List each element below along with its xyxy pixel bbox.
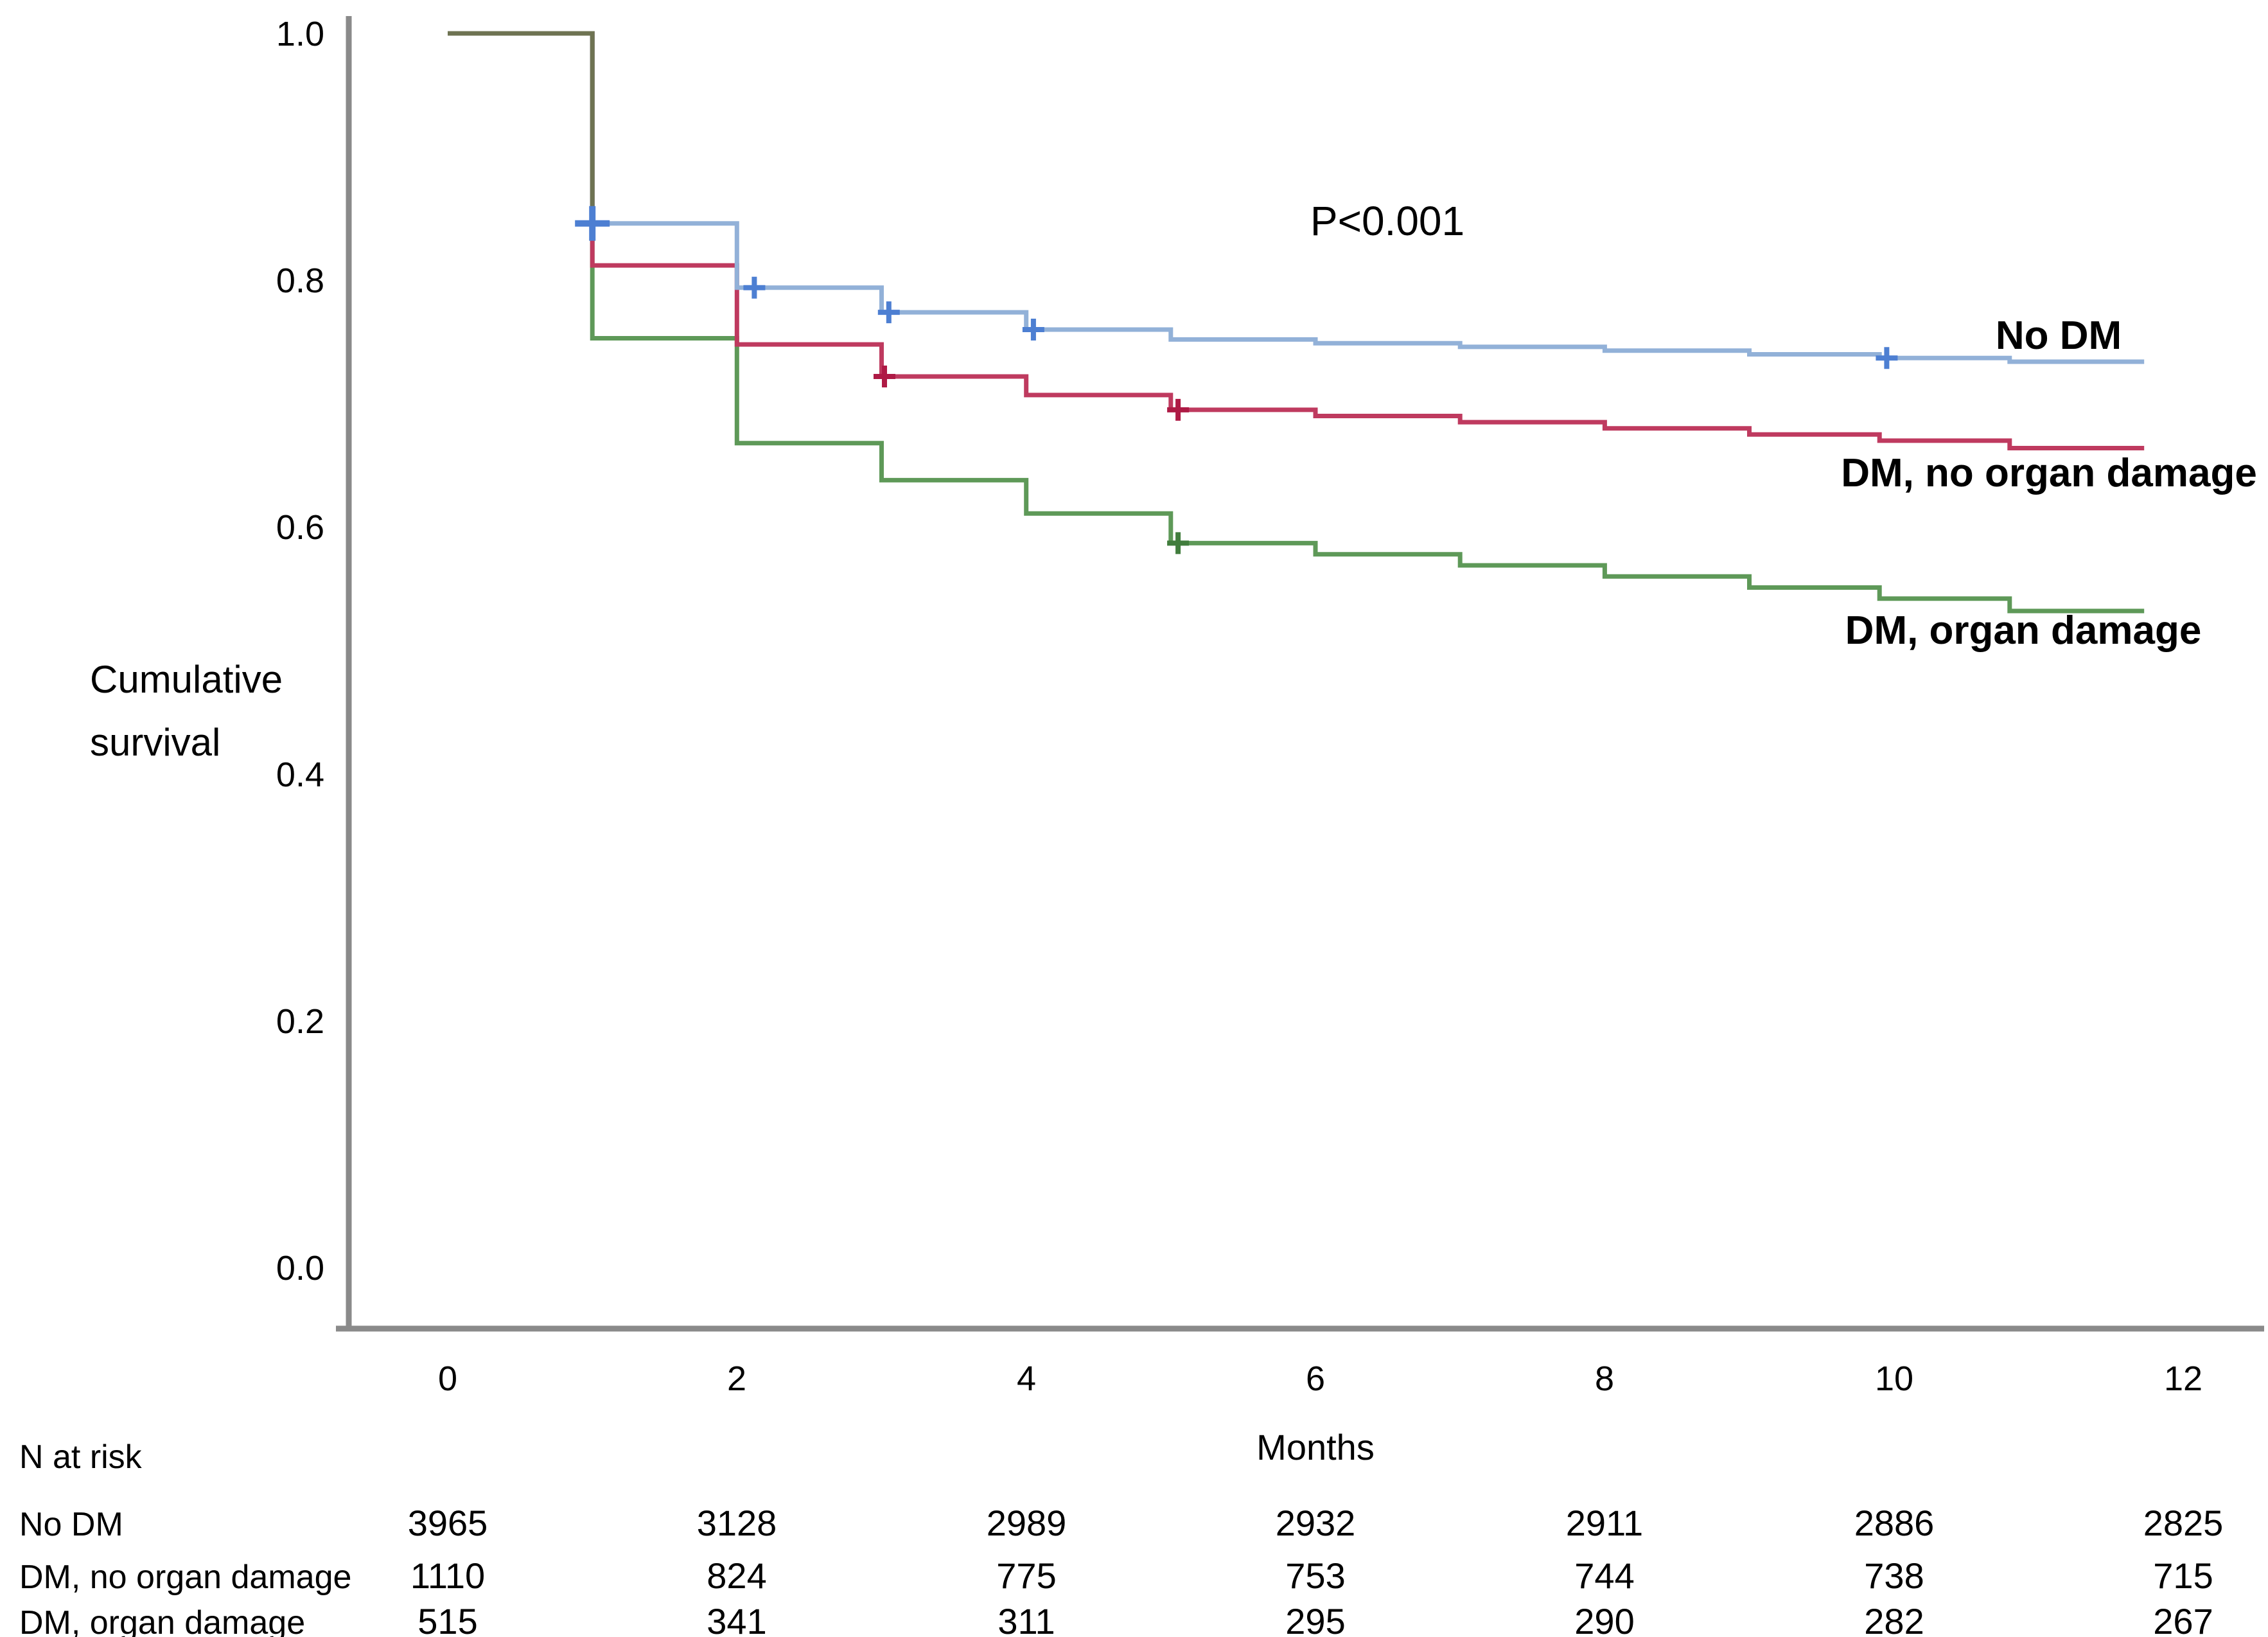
risk-table-value: 341: [707, 1601, 766, 1637]
risk-table-value: 267: [2153, 1601, 2213, 1637]
risk-table-value: 738: [1864, 1555, 1924, 1596]
x-tick-label: 12: [2164, 1359, 2202, 1398]
x-tick-label: 10: [1875, 1359, 1913, 1398]
risk-table-value: 2932: [1276, 1503, 1356, 1543]
censor-mark: [575, 206, 610, 241]
curve-label-no-dm: No DM: [1996, 314, 2122, 358]
censor-mark: [743, 276, 766, 299]
y-tick-label: 0.4: [276, 756, 324, 794]
curve-label-dm-organ-damage: DM, organ damage: [1845, 608, 2202, 653]
y-axis-title: Cumulative survival: [90, 658, 283, 764]
risk-row-label-dm-organ-damage: DM, organ damage: [19, 1604, 305, 1637]
y-axis-tick-labels: 1.0 0.8 0.6 0.4 0.2 0.0: [276, 15, 324, 1287]
y-tick-label: 0.2: [276, 1002, 324, 1041]
y-tick-label: 1.0: [276, 15, 324, 53]
risk-table-value: 744: [1574, 1555, 1634, 1596]
risk-row-label-dm-no-organ-damage: DM, no organ damage: [19, 1559, 351, 1596]
p-value-annotation: P<0.001: [1310, 198, 1464, 244]
censor-marks: [575, 206, 1898, 554]
risk-table-value: 2911: [1566, 1503, 1643, 1543]
risk-table-value: 1110: [410, 1555, 485, 1596]
axis-lines: [336, 16, 2264, 1332]
x-tick-label: 6: [1306, 1359, 1325, 1398]
y-axis-title-line2: survival: [90, 721, 220, 764]
risk-table-value: 2825: [2143, 1503, 2224, 1543]
risk-table-value: 2886: [1854, 1503, 1935, 1543]
y-tick-label: 0.6: [276, 508, 324, 547]
risk-table-values: 3965 3128 2989 2932 2911 2886 2825 1110 824 775 75…: [408, 1503, 2224, 1637]
censor-mark: [1876, 347, 1898, 369]
survival-curve-no-dm: [448, 31, 2145, 364]
x-tick-label: 8: [1595, 1359, 1614, 1398]
risk-table-value: 3965: [408, 1503, 488, 1543]
x-tick-label: 0: [438, 1359, 457, 1398]
risk-table-value: 3128: [697, 1503, 777, 1543]
y-axis-title-line1: Cumulative: [90, 658, 283, 701]
risk-table-value: 753: [1285, 1555, 1345, 1596]
risk-row-label-no-dm: No DM: [19, 1506, 123, 1543]
risk-table-value: 282: [1864, 1601, 1924, 1637]
axes: [336, 16, 2264, 1332]
risk-table-value: 295: [1285, 1601, 1345, 1637]
risk-table-header: N at risk: [19, 1438, 143, 1476]
x-axis-title: Months: [1256, 1427, 1375, 1467]
censor-mark: [1167, 398, 1190, 421]
risk-table-value: 824: [707, 1555, 766, 1596]
survival-curve-dm-no-organ-damage: [448, 31, 2145, 450]
survival-curves: [448, 31, 2145, 614]
x-axis-tick-labels: 0 2 4 6 8 10 12: [438, 1359, 2202, 1398]
overlapping-curves-segment: [448, 31, 595, 224]
censor-mark: [877, 301, 900, 324]
x-tick-label: 2: [727, 1359, 746, 1398]
survival-curve-dm-organ-damage: [448, 31, 2145, 614]
risk-table-value: 2989: [987, 1503, 1067, 1543]
risk-table-value: 515: [418, 1601, 477, 1637]
y-tick-label: 0.8: [276, 261, 324, 300]
curve-label-dm-no-organ-damage: DM, no organ damage: [1841, 451, 2257, 495]
risk-table-value: 775: [996, 1555, 1056, 1596]
censor-mark: [874, 366, 895, 387]
x-tick-label: 4: [1017, 1359, 1036, 1398]
risk-table-value: 290: [1574, 1601, 1634, 1637]
y-tick-label: 0.0: [276, 1249, 324, 1287]
risk-table-value: 715: [2153, 1555, 2213, 1596]
censor-mark: [1167, 532, 1190, 554]
risk-table-value: 311: [998, 1601, 1055, 1637]
censor-mark: [1022, 319, 1044, 341]
